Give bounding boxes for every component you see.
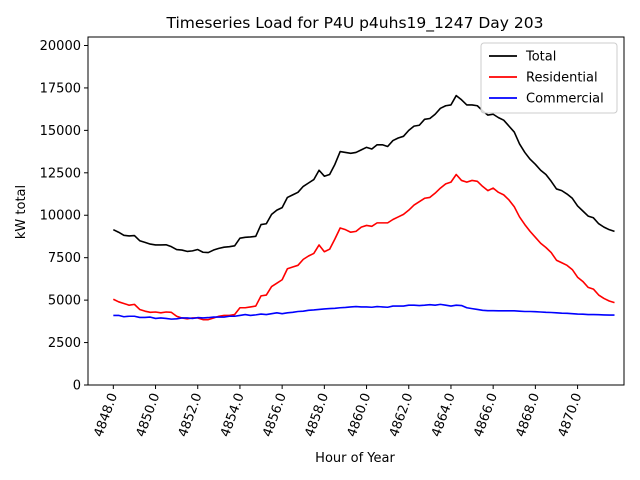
series-line-commercial	[113, 303, 615, 320]
x-tick-label: 4856.0	[260, 391, 290, 439]
series-lines	[112, 94, 615, 321]
legend-label-commercial: Commercial	[526, 92, 604, 107]
x-tick-label: 4868.0	[513, 391, 543, 439]
y-tick-label: 5000	[48, 294, 81, 309]
y-axis-ticks: 0 2500 5000 7500 10000 12500 15000 17500 20000	[40, 39, 88, 394]
x-tick-label: 4866.0	[471, 391, 501, 439]
x-tick-label: 4864.0	[429, 391, 459, 439]
x-tick-label: 4858.0	[302, 391, 332, 439]
x-axis-ticks: 4848.0 4850.0 4852.0 4854.0 4856.0 4858.0 4860…	[91, 385, 585, 439]
chart-legend: Total Residential Commercial	[480, 42, 618, 114]
x-tick-label: 4848.0	[91, 391, 121, 439]
legend-label-total: Total	[525, 50, 556, 65]
plot-frame	[87, 36, 625, 386]
y-tick-label: 12500	[40, 166, 81, 181]
x-axis-label: Hour of Year	[315, 451, 395, 466]
x-tick-label: 4862.0	[387, 391, 417, 439]
x-tick-label: 4870.0	[556, 391, 586, 439]
legend-label-residential: Residential	[526, 71, 598, 86]
y-tick-label: 0	[73, 379, 81, 394]
y-tick-label: 2500	[48, 336, 81, 351]
x-tick-label: 4850.0	[134, 391, 164, 439]
x-tick-label: 4854.0	[218, 391, 248, 439]
y-tick-label: 20000	[40, 39, 81, 54]
series-line-total	[112, 94, 615, 254]
series-line-residential	[112, 173, 615, 321]
y-tick-label: 10000	[40, 209, 81, 224]
x-tick-label: 4860.0	[345, 391, 375, 439]
x-tick-label: 4852.0	[176, 391, 206, 439]
y-axis-label: kW total	[14, 185, 29, 239]
legend-box	[480, 42, 618, 114]
chart-title: Timeseries Load for P4U p4uhs19_1247 Day…	[166, 14, 544, 33]
y-tick-label: 17500	[40, 81, 81, 96]
y-tick-label: 15000	[40, 124, 81, 139]
y-tick-label: 7500	[48, 251, 81, 266]
